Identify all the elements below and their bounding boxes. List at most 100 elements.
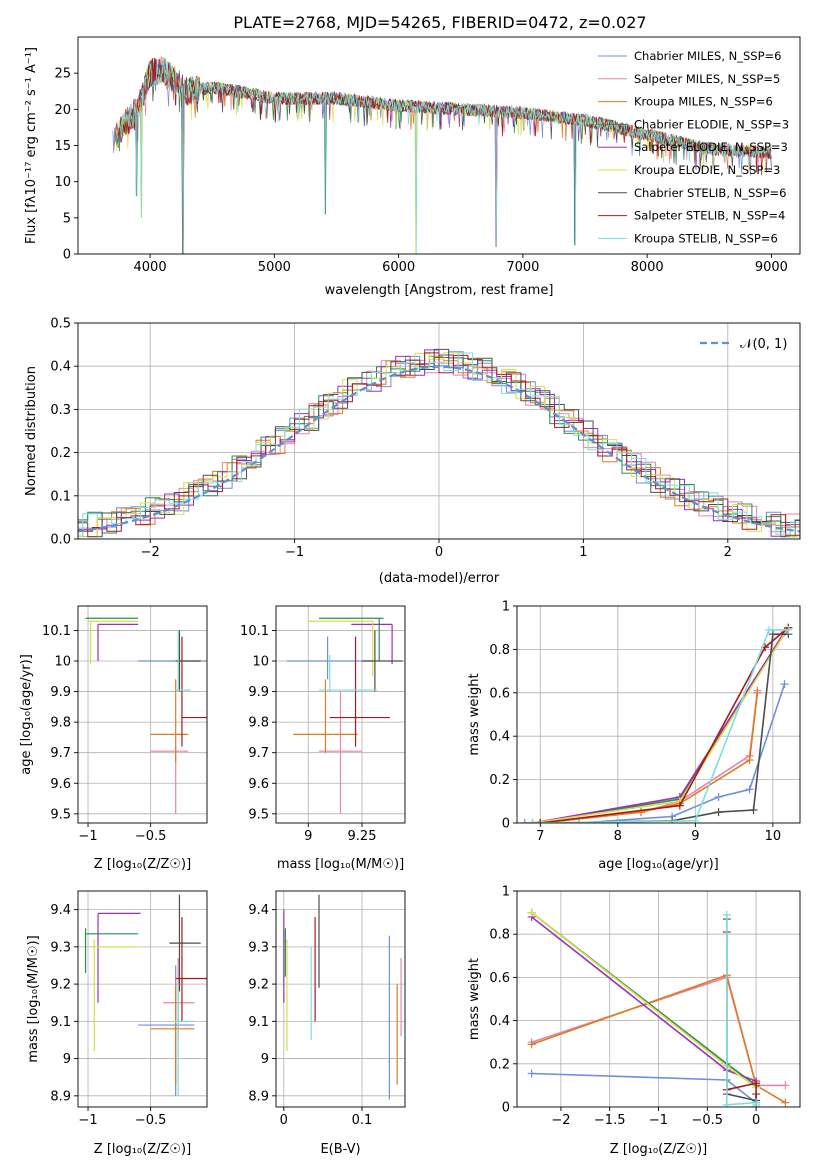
axes-frame bbox=[516, 605, 801, 824]
y-axis-label: Flux [fλ10⁻¹⁷ erg cm⁻² s⁻¹ A⁻¹] bbox=[24, 47, 39, 244]
weight-line-8 bbox=[540, 627, 789, 823]
y-tick-label: 9.2 bbox=[248, 978, 269, 993]
point-marker bbox=[528, 819, 537, 823]
y-tick-label: 0 bbox=[63, 248, 71, 263]
x-axis-label: wavelength [Angstrom, rest frame] bbox=[325, 283, 554, 298]
point-marker bbox=[714, 792, 723, 801]
y-tick-label: 9.9 bbox=[50, 685, 71, 700]
x-tick-label: 0 bbox=[280, 1113, 288, 1128]
y-axis-label: Normed distribution bbox=[24, 366, 39, 496]
y-tick-label: 9.8 bbox=[248, 716, 269, 731]
x-tick-label: 9000 bbox=[755, 260, 788, 275]
x-tick-label: 6000 bbox=[382, 260, 415, 275]
x-tick-label: 8000 bbox=[631, 260, 664, 275]
point-marker bbox=[675, 801, 684, 810]
y-tick-label: 9.7 bbox=[50, 746, 71, 761]
y-tick-label: 10.1 bbox=[42, 624, 71, 639]
weight-line-7 bbox=[540, 633, 789, 823]
panel-spectrum: Chabrier MILES, N_SSP=6 Salpeter MILES, N… bbox=[24, 36, 801, 298]
x-tick-label: −2 bbox=[141, 545, 160, 560]
point-marker bbox=[722, 910, 731, 919]
y-tick-label: 9.8 bbox=[50, 716, 71, 731]
point-marker bbox=[527, 1069, 536, 1078]
x-tick-label: −1 bbox=[78, 1113, 97, 1128]
plot-area bbox=[78, 323, 800, 539]
y-axis-label: mass weight bbox=[467, 673, 482, 755]
legend: Chabrier MILES, N_SSP=6 Salpeter MILES, N… bbox=[598, 49, 789, 245]
plot-area bbox=[112, 55, 772, 254]
y-tick-label: 0.4 bbox=[489, 1014, 510, 1029]
legend-label-3: Kroupa MILES, N_SSP=6 bbox=[634, 95, 773, 109]
x-tick-label: −1 bbox=[649, 1113, 668, 1128]
x-tick-label: 8 bbox=[614, 829, 622, 844]
y-tick-label: 0.1 bbox=[50, 489, 71, 504]
legend-label-8: Salpeter STELIB, N_SSP=4 bbox=[634, 209, 785, 223]
y-tick-label: 9.6 bbox=[50, 777, 71, 792]
histogram-8 bbox=[78, 352, 800, 536]
x-tick-label: −1 bbox=[78, 829, 97, 844]
plot-area bbox=[276, 891, 405, 1107]
y-tick-label: 0.2 bbox=[489, 1057, 510, 1072]
x-tick-label: −1 bbox=[285, 545, 304, 560]
x-tick-label: 0 bbox=[752, 1113, 760, 1128]
y-tick-label: 0.0 bbox=[50, 533, 71, 548]
y-tick-label: 0.2 bbox=[50, 446, 71, 461]
y-axis-label: mass weight bbox=[467, 958, 482, 1040]
y-tick-label: 8.9 bbox=[248, 1089, 269, 1104]
y-tick-label: 0.4 bbox=[489, 730, 510, 745]
point-marker bbox=[520, 819, 529, 823]
plot-area bbox=[78, 606, 207, 823]
weight-line-9 bbox=[532, 629, 789, 823]
legend-label-7: Chabrier STELIB, N_SSP=6 bbox=[634, 186, 786, 200]
x-tick-label: −0.5 bbox=[135, 1113, 167, 1128]
weight-line-4 bbox=[532, 627, 790, 823]
x-axis-label: Z [log₁₀(Z/Z☉)] bbox=[610, 1142, 707, 1157]
y-tick-label: 9 bbox=[63, 1052, 71, 1067]
point-marker bbox=[749, 805, 758, 814]
panel-massweight-vs-age: 7 8 9 10 0 0.2 0.4 0.6 0.8 1 age [log₁₀(age/yr)] ma… bbox=[467, 600, 801, 872]
y-tick-label: 0 bbox=[502, 1101, 510, 1116]
x-tick-label: 1 bbox=[579, 545, 587, 560]
legend-label-5: Salpeter ELODIE, N_SSP=3 bbox=[634, 140, 788, 154]
x-axis-label: (data-model)/error bbox=[379, 571, 500, 586]
y-tick-label: 0.6 bbox=[489, 686, 510, 701]
y-tick-label: 9 bbox=[261, 1052, 269, 1067]
y-tick-label: 8.9 bbox=[50, 1089, 71, 1104]
y-tick-label: 0 bbox=[502, 817, 510, 832]
y-tick-label: 15 bbox=[54, 139, 71, 154]
point-marker bbox=[691, 816, 700, 823]
y-tick-label: 9.5 bbox=[248, 807, 269, 822]
y-tick-label: 9.1 bbox=[50, 1015, 71, 1030]
x-tick-label: 10 bbox=[765, 829, 782, 844]
axes-frame bbox=[77, 890, 208, 1108]
y-tick-label: 0.4 bbox=[50, 360, 71, 375]
histogram-4 bbox=[78, 357, 800, 538]
point-marker bbox=[752, 1079, 761, 1088]
legend-label-1: Chabrier MILES, N_SSP=6 bbox=[634, 49, 781, 63]
x-tick-label: 9.25 bbox=[348, 829, 377, 844]
plot-area bbox=[517, 891, 800, 1107]
legend-label-9: Kroupa STELIB, N_SSP=6 bbox=[634, 231, 778, 245]
y-tick-label: 9.6 bbox=[248, 777, 269, 792]
panel-residuals: 𝒩(0, 1) −2 −1 0 1 2 0.0 0.1 0.2 0.3 0.4 0.5 (data-mo… bbox=[24, 317, 801, 586]
x-tick-label: −0.5 bbox=[692, 1113, 724, 1128]
panel-mass-vs-ebv: 0 0.1 8.9 9 9.1 9.2 9.3 9.4 E(B-V) bbox=[248, 890, 406, 1157]
y-tick-label: 10 bbox=[54, 175, 71, 190]
legend-label-4: Chabrier ELODIE, N_SSP=3 bbox=[634, 117, 789, 131]
x-tick-label: 9 bbox=[304, 829, 312, 844]
point-marker bbox=[753, 688, 762, 697]
gaussian-curve bbox=[78, 365, 800, 533]
x-tick-label: 7000 bbox=[506, 260, 539, 275]
spectrum-line-7 bbox=[116, 58, 772, 254]
x-axis-label: mass [log₁₀(M/M☉)] bbox=[277, 857, 404, 872]
point-marker bbox=[745, 756, 754, 765]
point-marker bbox=[722, 1100, 731, 1107]
weight-line-8 bbox=[726, 932, 757, 1107]
point-marker bbox=[784, 625, 793, 634]
x-tick-label: −0.5 bbox=[135, 829, 167, 844]
point-marker bbox=[536, 819, 545, 823]
point-marker bbox=[527, 1040, 536, 1049]
y-tick-label: 0.2 bbox=[489, 773, 510, 788]
plot-area bbox=[276, 606, 405, 823]
